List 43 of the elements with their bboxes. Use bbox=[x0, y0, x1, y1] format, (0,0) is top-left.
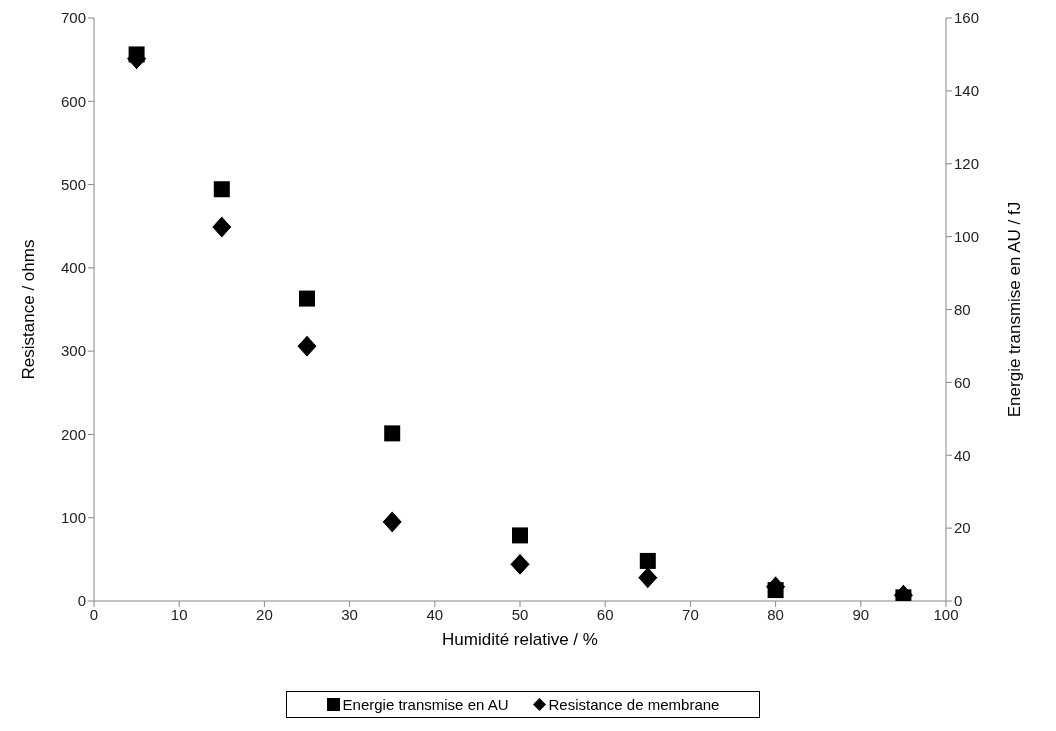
y2-tick-label: 20 bbox=[954, 519, 971, 537]
y2-tick-label: 100 bbox=[954, 227, 980, 245]
y2-tick-label: 120 bbox=[954, 155, 980, 173]
point bbox=[767, 582, 784, 599]
point bbox=[637, 566, 659, 590]
x-tick-label: 10 bbox=[170, 605, 188, 623]
x-tick-label: 40 bbox=[426, 605, 444, 623]
y2-tick-label: 140 bbox=[954, 82, 980, 100]
y-tick-label: 200 bbox=[60, 425, 86, 443]
y2-tick-label: 80 bbox=[954, 300, 971, 318]
point bbox=[384, 425, 401, 442]
y2-tick-label: 60 bbox=[954, 373, 971, 391]
point bbox=[211, 215, 233, 239]
y-tick-label: 100 bbox=[60, 509, 86, 527]
x-tick-label: 30 bbox=[341, 605, 358, 623]
y-tick-label: 500 bbox=[60, 175, 86, 193]
y2-tick-label: 40 bbox=[954, 446, 971, 464]
point bbox=[296, 334, 318, 358]
point bbox=[639, 552, 656, 569]
x-tick-label: 0 bbox=[89, 605, 99, 623]
x-tick-label: 80 bbox=[767, 605, 784, 623]
y-tick-label: 600 bbox=[60, 92, 86, 110]
legend-label: Resistance de membrane bbox=[547, 696, 720, 713]
x-tick-label: 90 bbox=[852, 605, 870, 623]
legend-label: Energie transmise en AU bbox=[341, 696, 509, 713]
point bbox=[213, 181, 230, 198]
y-tick-label: 0 bbox=[77, 592, 86, 610]
x-axis-title: Humidité relative / % bbox=[442, 630, 598, 650]
x-tick-label: 50 bbox=[511, 605, 529, 623]
point bbox=[299, 290, 315, 307]
x-tick-label: 70 bbox=[682, 605, 699, 623]
y-tick-label: 700 bbox=[60, 9, 86, 27]
y-axis-title: Resistance / ohms bbox=[19, 239, 39, 380]
x-tick-label: 20 bbox=[256, 605, 273, 623]
y2-axis-title: Energie transmise en AU / fJ bbox=[1005, 201, 1025, 418]
point bbox=[381, 510, 403, 534]
point bbox=[509, 552, 531, 576]
x-tick-label: 60 bbox=[596, 605, 614, 623]
y-tick-label: 400 bbox=[60, 259, 86, 277]
point bbox=[512, 527, 528, 544]
point bbox=[128, 46, 145, 63]
y-tick-label: 300 bbox=[60, 342, 86, 360]
y2-tick-label: 160 bbox=[954, 9, 980, 27]
